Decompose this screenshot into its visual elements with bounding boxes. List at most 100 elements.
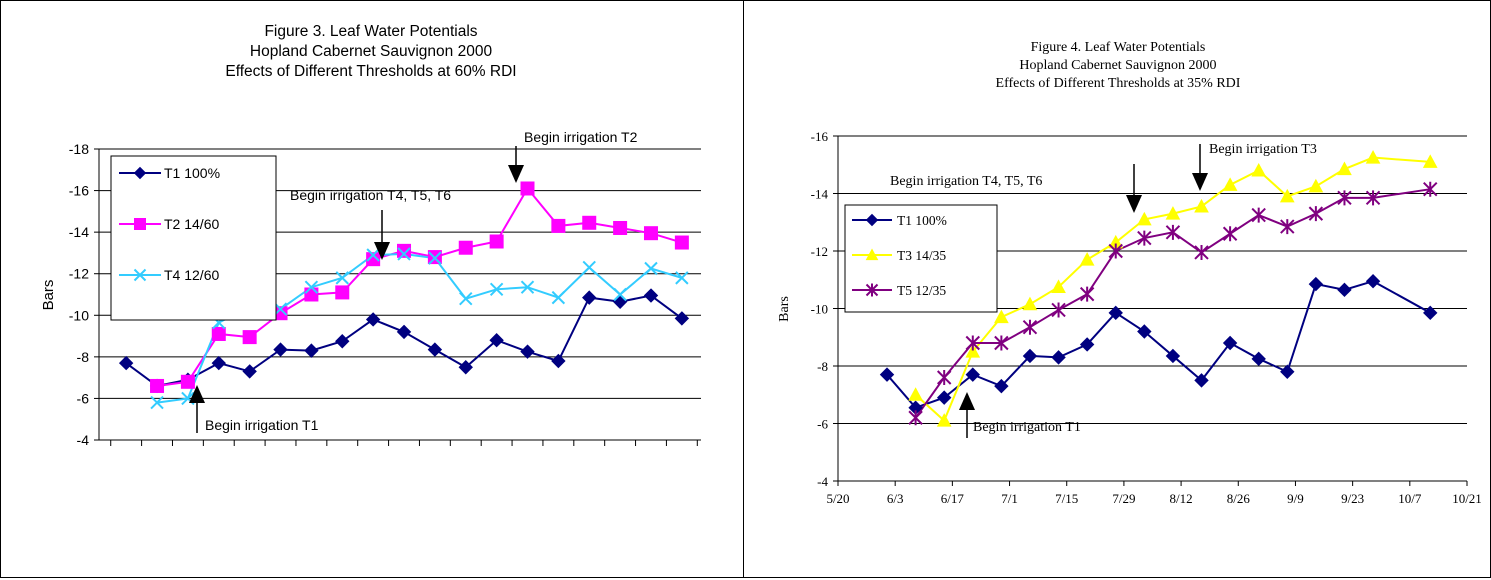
data-point-s0 — [1222, 335, 1238, 351]
annotation-t1-arrow-head — [189, 385, 205, 403]
y-tick-label: -12 — [69, 266, 89, 282]
x-tick-label: 10/7 — [1398, 491, 1422, 506]
annotation-t2: Begin irrigation T2 — [524, 129, 638, 145]
data-point-s0 — [643, 288, 659, 303]
data-point-s2 — [1108, 243, 1123, 259]
data-point-s1 — [1136, 211, 1152, 226]
data-point-s0 — [879, 367, 895, 382]
legend-marker-1 — [865, 248, 879, 261]
x-tick-label: 8/26 — [1227, 491, 1251, 506]
y-tick-label: -16 — [811, 129, 829, 144]
data-point-s0 — [365, 312, 381, 327]
x-tick-label: 7/1 — [1001, 491, 1018, 506]
figure-4-chart: Figure 4. Leaf Water Potentials Hopland C… — [777, 40, 1482, 506]
data-point-s1 — [520, 181, 535, 196]
legend-label-1: T2 14/60 — [164, 216, 219, 232]
data-point-s0 — [427, 342, 443, 357]
annotation-t4: Begin irrigation T4, T5, T6 — [890, 174, 1042, 189]
y-axis-label: Bars — [40, 280, 57, 311]
y-tick-label: -4 — [77, 432, 90, 448]
data-point-s2 — [366, 248, 380, 262]
data-point-s0 — [1280, 364, 1295, 379]
annotation-t3-arrow-head — [1192, 173, 1208, 191]
data-point-s2 — [675, 271, 689, 285]
data-point-s0 — [335, 334, 350, 349]
data-point-s2 — [1194, 244, 1209, 260]
data-point-s0 — [1423, 305, 1438, 321]
x-tick-label: 6/3 — [887, 491, 904, 506]
data-point-s2 — [335, 271, 349, 285]
annotation-t1-arrow-head — [959, 392, 975, 410]
data-point-s1 — [936, 413, 952, 427]
annotation-t1: Begin irrigation T1 — [973, 420, 1081, 435]
data-point-s1 — [1308, 178, 1324, 193]
y-tick-label: -18 — [69, 141, 89, 157]
data-point-s1 — [397, 243, 412, 258]
data-point-s0 — [1022, 348, 1038, 364]
legend-box — [110, 155, 277, 321]
chart-title-line-1: Hopland Cabernet Sauvignon 2000 — [1019, 58, 1216, 73]
data-point-s2 — [304, 280, 319, 294]
legend-marker-1 — [134, 218, 146, 230]
chart-title-line-2: Effects of Different Thresholds at 35% R… — [996, 76, 1241, 91]
data-point-s1 — [242, 330, 257, 345]
data-point-s0 — [1337, 282, 1352, 298]
annotation-t1: Begin irrigation T1 — [205, 417, 319, 433]
data-point-s1 — [613, 220, 628, 235]
data-point-s2 — [1022, 319, 1038, 335]
legend-label-1: T3 14/35 — [897, 248, 946, 263]
data-point-s0 — [211, 355, 226, 371]
data-point-s0 — [1194, 373, 1209, 388]
chart-title-line-0: Figure 4. Leaf Water Potentials — [1031, 40, 1206, 55]
data-point-s2 — [1222, 226, 1238, 242]
annotation-t4: Begin irrigation T4, T5, T6 — [290, 187, 451, 203]
legend-label-0: T1 100% — [164, 165, 220, 181]
data-point-s0 — [994, 378, 1009, 394]
data-point-s1 — [994, 309, 1009, 324]
data-point-s0 — [582, 290, 597, 305]
y-tick-label: -8 — [817, 359, 828, 374]
data-point-s0 — [551, 353, 566, 369]
y-tick-label: -12 — [811, 244, 828, 259]
y-tick-label: -10 — [811, 302, 828, 317]
data-point-s1 — [1165, 206, 1181, 220]
series-line-2 — [914, 188, 1431, 419]
data-point-s2 — [1308, 206, 1324, 222]
data-point-s0 — [1079, 337, 1095, 352]
figure-4-panel: Figure 4. Leaf Water Potentials Hopland C… — [743, 0, 1491, 578]
data-point-s1 — [674, 235, 689, 250]
data-point-s1 — [582, 215, 597, 230]
data-point-s2 — [520, 280, 535, 294]
data-point-s0 — [936, 390, 952, 405]
y-tick-label: -10 — [69, 307, 89, 323]
data-point-s1 — [1079, 252, 1095, 266]
data-point-s0 — [1308, 276, 1324, 292]
data-point-s0 — [520, 344, 535, 359]
data-point-s0 — [612, 294, 628, 309]
y-tick-label: -6 — [817, 417, 828, 432]
x-tick-label: 10/21 — [1452, 491, 1482, 506]
data-point-s1 — [211, 326, 226, 341]
data-point-s1 — [1279, 188, 1295, 203]
data-point-s0 — [242, 364, 257, 379]
data-point-s2 — [1423, 181, 1438, 197]
data-point-s1 — [551, 218, 566, 233]
data-point-s2 — [1051, 302, 1066, 318]
legend-label-2: T5 12/35 — [897, 283, 946, 298]
data-point-s0 — [304, 343, 319, 358]
data-point-s1 — [643, 226, 658, 241]
data-point-s1 — [1022, 296, 1038, 311]
data-point-s2 — [582, 260, 596, 275]
data-point-s2 — [613, 287, 627, 302]
data-point-s1 — [1422, 154, 1438, 168]
data-point-s0 — [1365, 273, 1381, 289]
data-point-s2 — [994, 335, 1009, 351]
chart-title-line-1: Hopland Cabernet Sauvignon 2000 — [250, 43, 493, 60]
chart-title-line-0: Figure 3. Leaf Water Potentials — [264, 23, 477, 40]
data-point-s1 — [965, 344, 981, 358]
data-point-s1 — [1337, 161, 1352, 176]
data-point-s1 — [150, 378, 165, 393]
legend-label-2: T4 12/60 — [164, 267, 219, 283]
annotation-t4-arrow-head — [374, 242, 390, 260]
data-point-s2 — [1165, 224, 1181, 240]
